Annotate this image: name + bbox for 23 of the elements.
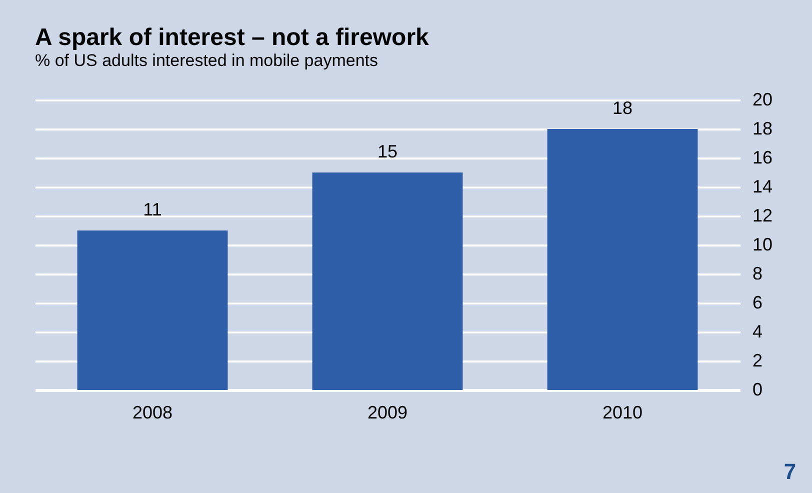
data-label: 11 [143, 200, 162, 220]
y-tick-label: 4 [752, 322, 763, 342]
chart-subtitle: % of US adults interested in mobile payments [35, 51, 378, 70]
x-tick-label: 2009 [367, 402, 408, 422]
chart-title: A spark of interest – not a firework [35, 24, 430, 51]
y-tick-label: 0 [752, 380, 763, 400]
bar [547, 129, 698, 390]
bar [77, 230, 228, 390]
x-tick-label: 2010 [602, 402, 643, 422]
y-tick-label: 16 [752, 148, 773, 168]
y-tick-label: 2 [752, 350, 763, 370]
y-tick-label: 8 [752, 264, 763, 284]
data-label: 18 [612, 98, 633, 118]
bar [312, 172, 463, 390]
y-tick-label: 6 [752, 292, 763, 312]
x-tick-label: 2008 [132, 402, 173, 422]
data-label: 15 [377, 142, 398, 162]
y-tick-label: 14 [752, 176, 773, 196]
y-tick-label: 10 [752, 234, 773, 254]
y-tick-label: 20 [752, 90, 773, 110]
text: 7 [784, 459, 796, 484]
y-tick-label: 12 [752, 206, 773, 226]
y-tick-label: 18 [752, 118, 773, 138]
